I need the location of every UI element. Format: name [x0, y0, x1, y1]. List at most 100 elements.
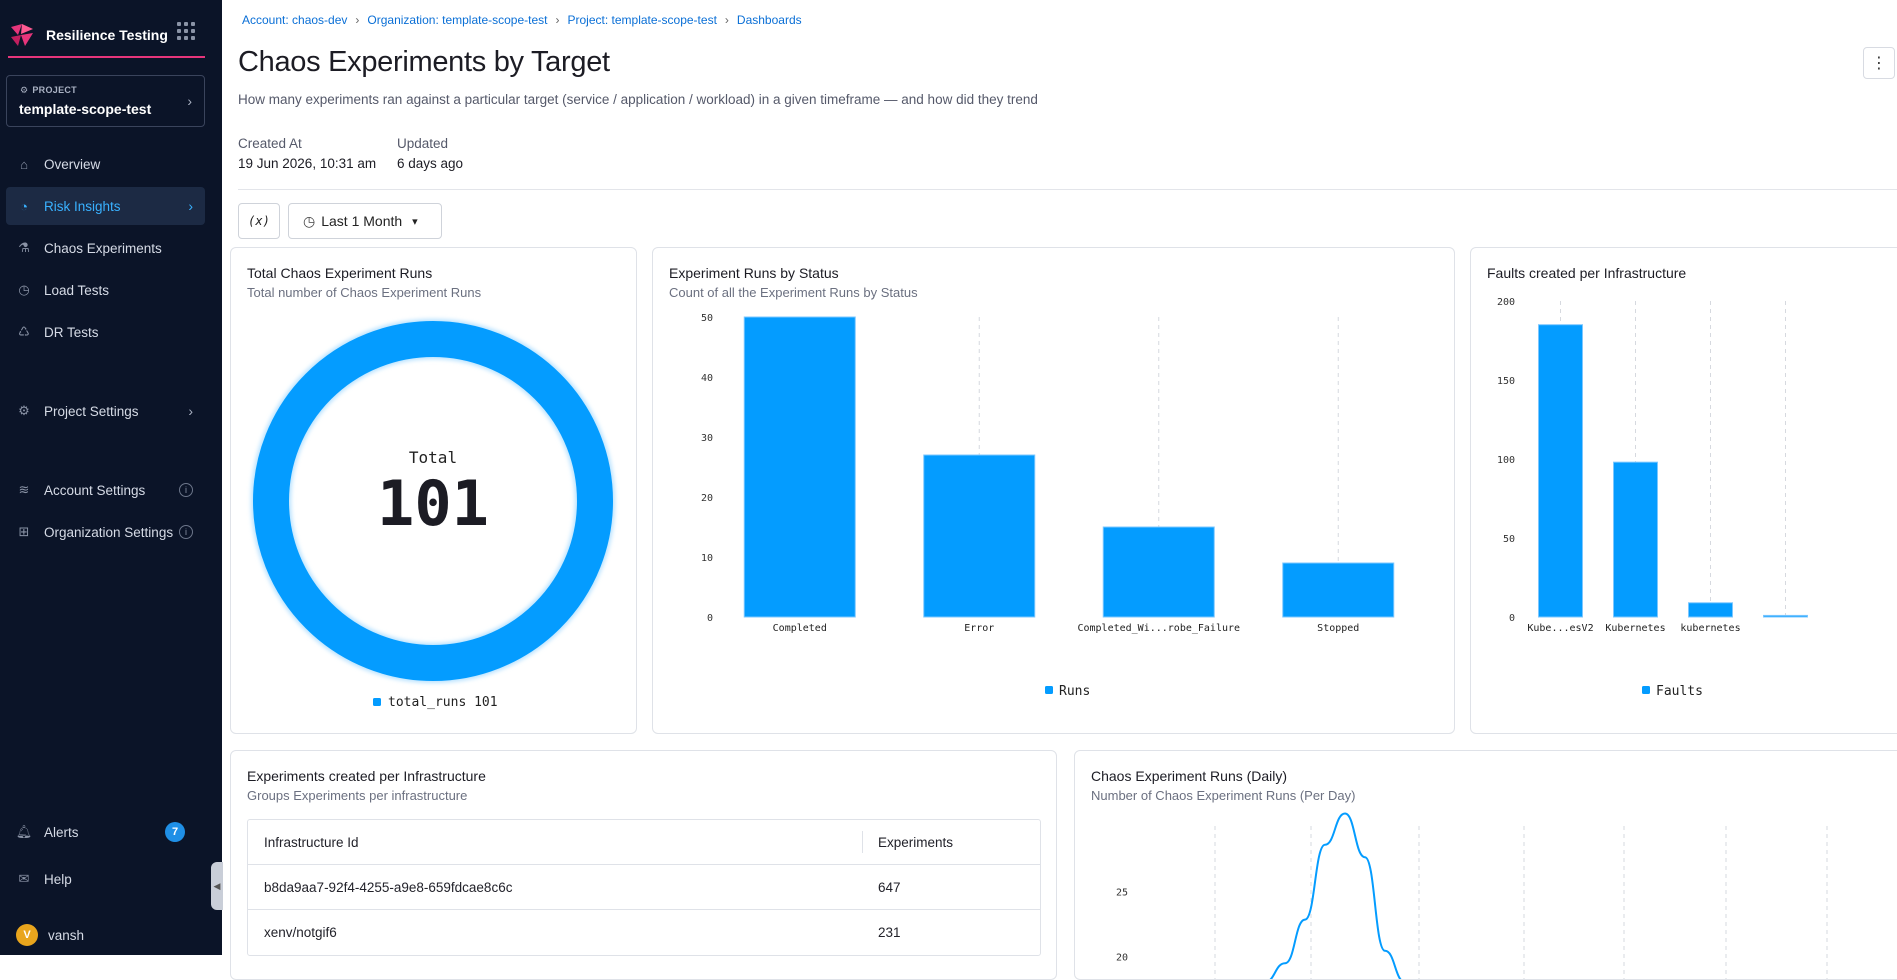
more-options-button[interactable]: ⋮	[1863, 47, 1895, 79]
sidebar-item-alerts[interactable]: 🔔︎ Alerts 7	[6, 813, 205, 851]
bar[interactable]	[1763, 614, 1808, 618]
sidebar-item-project-settings[interactable]: ⚙ Project Settings ›	[6, 392, 205, 430]
chevron-down-icon: ▾	[412, 215, 418, 228]
brand-header[interactable]: Resilience Testing	[8, 14, 205, 58]
sidebar-item-label: Organization Settings	[44, 524, 174, 540]
table-cell: 647	[878, 879, 901, 895]
sidebar-item-account-settings[interactable]: ≋ Account Settings i	[6, 471, 205, 509]
avatar: V	[16, 924, 38, 946]
x-tick-label: Stopped	[1317, 623, 1359, 634]
bar[interactable]	[1688, 602, 1733, 618]
sidebar-item-dr-tests[interactable]: ♺ DR Tests	[6, 313, 205, 351]
sidebar-item-load-tests[interactable]: ◷ Load Tests	[6, 271, 205, 309]
column-header[interactable]: Experiments	[878, 834, 954, 850]
clock-icon: ◷	[303, 212, 316, 229]
updated-label: Updated	[397, 136, 449, 151]
sidebar-item-chaos-experiments[interactable]: ⚗ Chaos Experiments	[6, 229, 205, 267]
card-subtitle: Total number of Chaos Experiment Runs	[247, 285, 482, 300]
legend-label: total_runs 101	[388, 695, 498, 710]
legend-swatch	[1642, 686, 1650, 694]
kebab-icon: ⋮	[1871, 55, 1887, 72]
sidebar-item-label: Project Settings	[44, 403, 139, 419]
y-tick-label: 30	[701, 433, 713, 444]
card-title: Experiments created per Infrastructure	[247, 768, 486, 784]
y-tick-label: 20	[701, 493, 713, 504]
project-selector[interactable]: ⚙ PROJECT template-scope-test ›	[6, 75, 205, 127]
faults-bar-chart: Faults 0 50 100 150 200 Kube...esV2 Kubernetes…	[1497, 297, 1808, 699]
card-faults-per-infra: Faults created per Infrastructure Faults…	[1470, 247, 1897, 734]
bar[interactable]	[1538, 324, 1583, 618]
donut-center-label: Total	[409, 448, 457, 467]
bell-icon: 🔔︎	[15, 824, 33, 839]
card-runs-by-status: Experiment Runs by Status Count of all t…	[652, 247, 1455, 734]
table-cell: b8da9aa7-92f4-4255-a9e8-659fdcae8c6c	[264, 879, 513, 895]
card-daily-runs: Chaos Experiment Runs (Daily) Number of …	[1074, 750, 1897, 980]
info-icon[interactable]: i	[179, 525, 193, 539]
donut-slice-total-runs[interactable]	[253, 321, 613, 681]
sidebar-item-help[interactable]: ✉ Help	[6, 860, 205, 898]
table-row[interactable]: xenv/notgif6 231	[248, 910, 1040, 955]
legend-label: Runs	[1059, 684, 1090, 699]
x-tick-label: Completed_Wi...robe_Failure	[1077, 623, 1240, 634]
card-experiments-per-infra: Experiments created per Infrastructure G…	[230, 750, 1057, 980]
org-icon: ⊞	[18, 524, 30, 539]
home-icon: ⌂	[20, 156, 28, 172]
info-icon[interactable]: i	[179, 483, 193, 497]
bar[interactable]	[1613, 461, 1658, 618]
breadcrumb-account[interactable]: Account: chaos-dev	[242, 13, 348, 27]
brand-logo-icon	[11, 24, 33, 46]
bar[interactable]	[1282, 562, 1395, 618]
sidebar-item-label: Chaos Experiments	[44, 240, 162, 256]
dr-icon: ♺	[18, 324, 30, 339]
sidebar-item-label: Overview	[44, 156, 101, 172]
card-subtitle: Number of Chaos Experiment Runs (Per Day…	[1091, 788, 1356, 803]
user-name: vansh	[48, 927, 85, 943]
breadcrumb-dashboards[interactable]: Dashboards	[736, 13, 802, 27]
user-profile[interactable]: V vansh	[6, 916, 205, 954]
project-kicker: PROJECT	[32, 85, 77, 95]
chevron-right-icon: ›	[724, 13, 729, 27]
card-title: Faults created per Infrastructure	[1487, 265, 1687, 281]
table-cell: 231	[878, 925, 901, 940]
x-tick-label: Kube...esV2	[1527, 623, 1593, 634]
insights-icon: ◔	[20, 198, 28, 214]
y-tick-label: 0	[707, 613, 713, 624]
y-tick-label: 100	[1497, 455, 1515, 466]
breadcrumb-project[interactable]: Project: template-scope-test	[567, 13, 717, 27]
breadcrumb: Account: chaos-dev › Organization: templ…	[242, 13, 802, 27]
variables-button[interactable]: (x)	[238, 203, 280, 239]
app-switcher-icon[interactable]	[177, 22, 195, 40]
caret-left-icon: ◀	[213, 880, 221, 891]
donut-center-value: 101	[377, 467, 489, 540]
sidebar-item-organization-settings[interactable]: ⊞ Organization Settings i	[6, 513, 205, 551]
sidebar-item-label: Load Tests	[44, 282, 110, 298]
chevron-right-icon: ›	[187, 93, 192, 109]
card-title: Experiment Runs by Status	[669, 265, 839, 281]
page-description: How many experiments ran against a parti…	[238, 92, 1038, 107]
donut-chart: Total 101 total_runs 101	[251, 319, 615, 710]
bar[interactable]	[923, 454, 1036, 618]
time-range-value: Last 1 Month	[321, 213, 403, 229]
table-row[interactable]: b8da9aa7-92f4-4255-a9e8-659fdcae8c6c 647	[248, 865, 1040, 910]
chevron-right-icon: ›	[555, 13, 560, 27]
x-tick-label: Completed	[773, 623, 827, 634]
main-content: Account: chaos-dev › Organization: templ…	[222, 0, 1897, 980]
column-header[interactable]: Infrastructure Id	[248, 831, 863, 853]
collapse-sidebar-handle[interactable]: ◀	[211, 862, 223, 910]
x-tick-label: Error	[964, 623, 994, 634]
time-range-select[interactable]: ◷ Last 1 Month ▾	[288, 203, 442, 239]
card-subtitle: Count of all the Experiment Runs by Stat…	[669, 285, 918, 300]
gauge-icon: ◷	[18, 282, 30, 297]
sidebar-item-overview[interactable]: ⌂ Overview	[6, 145, 205, 183]
layers-icon: ≋	[18, 482, 30, 497]
sidebar-item-risk-insights[interactable]: ◔ Risk Insights ›	[6, 187, 205, 225]
bar[interactable]	[743, 316, 856, 618]
legend-swatch	[373, 698, 381, 706]
breadcrumb-organization[interactable]: Organization: template-scope-test	[367, 13, 548, 27]
divider	[238, 189, 1897, 190]
y-tick-label: 150	[1497, 376, 1515, 387]
sidebar-item-label: Risk Insights	[44, 198, 121, 214]
created-at-value: 19 Jun 2026, 10:31 am	[238, 156, 377, 171]
bar[interactable]	[1102, 526, 1215, 618]
